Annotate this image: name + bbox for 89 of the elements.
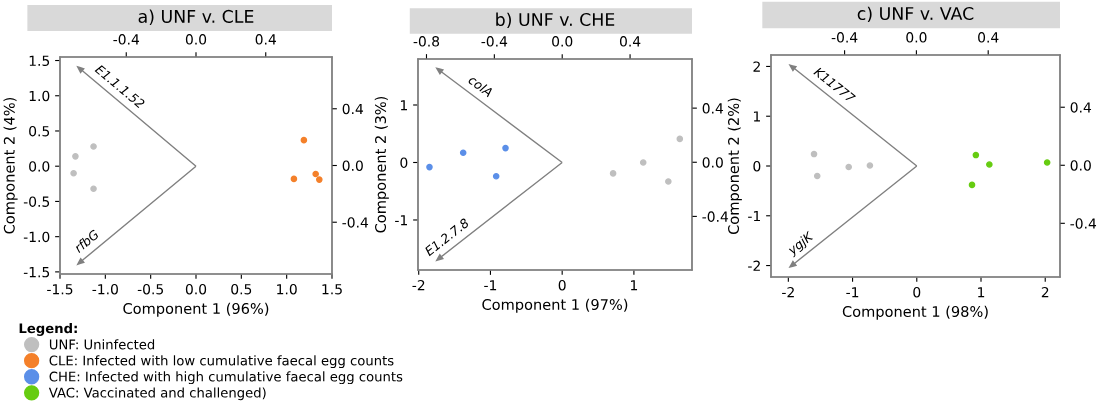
legend-label: VAC: Vaccinated and challenged) [48,387,266,401]
legend-title: Legend: [19,323,77,336]
point [639,159,647,166]
y-tick-label: -1 [748,210,760,222]
x2-tick-label: 0.0 [906,32,927,43]
x-tick-label: -1 [846,287,859,298]
point [426,163,433,171]
y-axis-title: Component 2 (4%) [3,97,18,234]
x-tick-label: 1.5 [322,284,342,295]
y2-tick-label: -0.4 [702,211,729,222]
y2-tick-label: 0.4 [702,103,724,114]
y-axis-title: Component 2 (2%) [727,98,742,235]
x-tick-label: -2 [782,286,794,298]
annotation: colA [467,74,494,98]
y-tick-label: -1 [395,215,407,226]
y2-tick-label: 0.0 [342,160,363,171]
y-tick-label: -1.5 [23,267,50,278]
point [90,185,97,193]
x2-tick-label: 0.0 [552,36,573,47]
x2-tick-label: -0.4 [481,36,508,47]
x2-tick-label: 0.4 [255,34,277,45]
point [1043,159,1051,166]
y-tick-label: 1.0 [29,90,50,102]
y-tick-label: 0.5 [29,125,50,137]
x-tick-label: 1 [631,280,638,291]
y-tick-label: 1.5 [29,55,50,66]
x-tick-label: -1.5 [47,284,73,295]
y-axis-title: Component 2 (3%) [374,96,389,233]
point [845,163,853,171]
chart-title: a) UNF v. CLE [138,9,254,26]
point [459,149,467,157]
x2-tick-label: -0.4 [113,34,140,45]
x-tick-label: 0.0 [185,283,207,295]
y-tick-label: 0 [400,157,408,168]
y2-tick-label: 0.4 [1070,102,1092,113]
x-tick-label: -1.0 [92,283,118,295]
x-tick-label: 1 [978,287,985,298]
y-tick-label: -1.0 [23,231,50,243]
point [70,169,77,177]
point [312,170,319,178]
point [968,181,976,189]
y-tick-label: 1 [753,111,760,122]
point [492,172,500,180]
x-axis-title: Component 1 (97%) [482,298,628,313]
y-tick-label: 0.0 [29,161,50,172]
point [813,172,821,180]
x-tick-label: 2 [1041,286,1049,298]
y2-tick-label: 0.0 [1070,160,1091,171]
y2-tick-label: -0.4 [1070,218,1097,229]
y-tick-label: 2 [753,61,760,72]
x-tick-label: 1.0 [277,283,297,295]
point [972,151,980,159]
y-tick-label: -2 [748,260,760,271]
x-tick-label: -0.5 [137,283,163,295]
x2-tick-label: 0.4 [978,32,999,43]
x-tick-label: 0.5 [231,283,252,295]
chart-title: c) UNF v. VAC [857,6,974,23]
y-tick-label: 0 [753,160,761,172]
x-tick-label: 0 [913,286,921,298]
point [502,144,509,152]
chart-title: b) UNF v. CHE [496,12,615,29]
point [866,162,874,169]
x-axis-title: Component 1 (98%) [842,305,988,320]
x2-tick-label: -0.8 [413,36,440,47]
y-tick-label: -0.5 [23,196,50,207]
x-axis-title: Component 1 (96%) [123,302,269,317]
point [676,135,684,143]
point [300,136,308,144]
point [986,161,993,168]
x2-tick-label: 0.4 [619,36,641,47]
x2-tick-label: 0.0 [185,34,207,45]
y2-tick-label: 0.4 [342,103,364,115]
point [290,175,298,183]
legend-label: CLE: Infected with low cumulative faecal egg counts [49,355,394,369]
x-tick-label: -1 [484,280,497,291]
point [609,170,617,177]
legend-label: UNF: Uninfected [49,339,155,350]
point [665,178,672,185]
x-tick-label: 0 [558,279,566,291]
x2-tick-label: -0.4 [831,32,858,43]
point [72,153,79,160]
x-tick-label: -2 [412,279,425,291]
point [810,150,818,158]
point [90,143,97,150]
legend-label: CHE: Infected with high cumulative faecal egg counts [49,371,403,385]
point [316,176,323,183]
y2-tick-label: 0.0 [702,157,723,168]
y2-tick-label: -0.4 [342,217,369,228]
y-tick-label: 1 [400,100,407,111]
